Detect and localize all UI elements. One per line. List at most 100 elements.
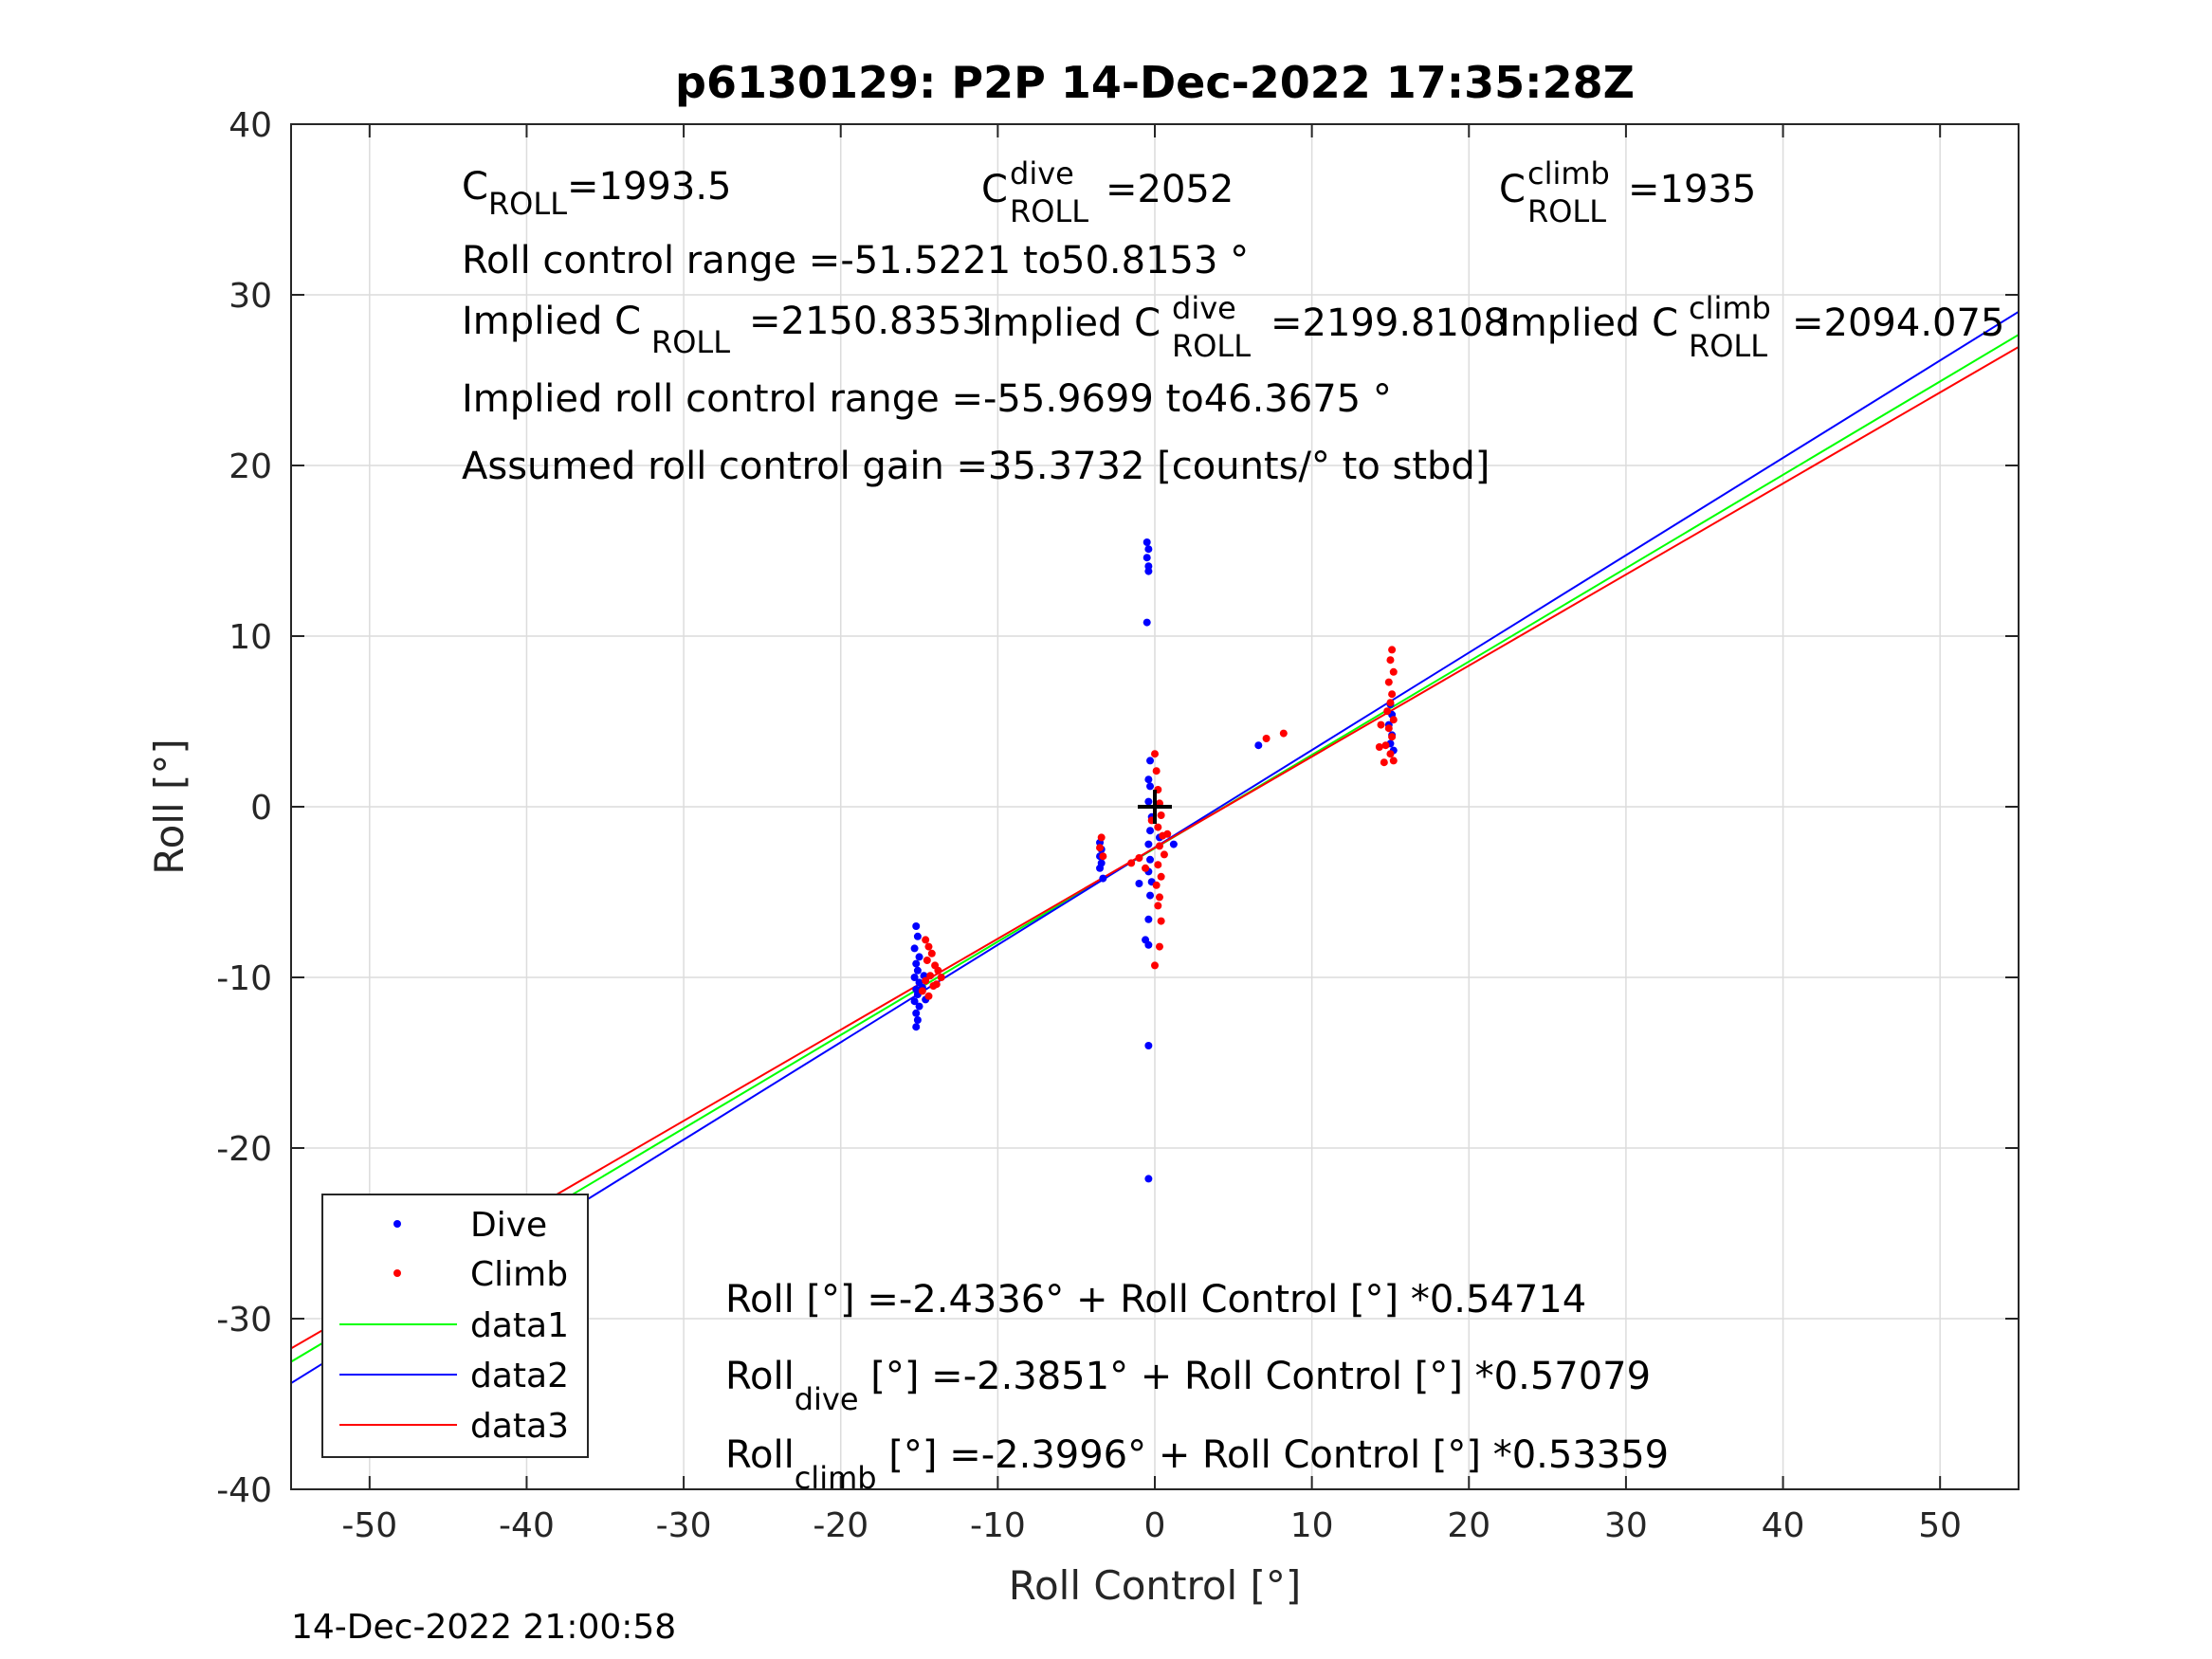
implied-range-annotation: Implied roll control range =-55.9699 to4… bbox=[462, 377, 1392, 421]
x-tick-label: -20 bbox=[813, 1506, 868, 1545]
svg-text:Implied C: Implied C bbox=[462, 300, 641, 343]
point-climb bbox=[1384, 724, 1393, 733]
legend-label-data3: data3 bbox=[470, 1407, 569, 1446]
point-dive bbox=[913, 932, 922, 940]
svg-text:=2150.8353: =2150.8353 bbox=[749, 300, 986, 343]
x-tick-label: -40 bbox=[499, 1506, 555, 1545]
fit-line-data3 bbox=[291, 346, 2019, 1350]
point-climb bbox=[1127, 859, 1136, 867]
svg-text:climb: climb bbox=[1689, 290, 1771, 326]
tick-marks bbox=[291, 123, 2019, 1490]
point-dive bbox=[910, 974, 919, 981]
point-dive bbox=[1144, 915, 1153, 923]
point-climb bbox=[1151, 961, 1159, 970]
point-climb bbox=[927, 949, 936, 957]
point-dive bbox=[1143, 618, 1151, 627]
point-climb bbox=[1155, 893, 1163, 902]
x-tick-label: 40 bbox=[1762, 1506, 1805, 1545]
legend-label-dive: Dive bbox=[470, 1206, 547, 1245]
svg-text:dive: dive bbox=[1172, 290, 1236, 326]
y-tick-label: 10 bbox=[229, 618, 272, 657]
point-climb bbox=[1157, 917, 1165, 925]
legend-marker-climb bbox=[393, 1269, 401, 1277]
point-dive bbox=[912, 1023, 921, 1031]
point-dive bbox=[1144, 797, 1153, 806]
y-tick-label: 20 bbox=[229, 447, 272, 486]
point-dive bbox=[913, 1016, 922, 1024]
svg-text:=2052: =2052 bbox=[1106, 168, 1234, 211]
point-climb bbox=[1383, 707, 1392, 716]
point-dive bbox=[1144, 840, 1153, 848]
y-tick-label: 0 bbox=[250, 789, 272, 828]
svg-text:ROLL: ROLL bbox=[1172, 328, 1251, 364]
point-climb bbox=[1389, 757, 1398, 765]
point-climb bbox=[922, 976, 930, 985]
point-climb bbox=[918, 987, 926, 995]
svg-text:=1935: =1935 bbox=[1628, 168, 1756, 211]
point-climb bbox=[932, 980, 941, 989]
point-climb bbox=[934, 966, 942, 975]
svg-text:C: C bbox=[981, 168, 1008, 211]
point-climb bbox=[1377, 720, 1385, 729]
x-tick-label: 10 bbox=[1290, 1506, 1334, 1545]
svg-text:ROLL: ROLL bbox=[1010, 193, 1088, 229]
point-dive bbox=[1144, 567, 1153, 575]
y-tick-label: -40 bbox=[216, 1471, 272, 1510]
x-tick-label: -30 bbox=[656, 1506, 712, 1545]
point-climb bbox=[1262, 735, 1271, 742]
point-dive bbox=[910, 997, 919, 1006]
point-climb bbox=[1389, 667, 1398, 676]
point-dive bbox=[1146, 827, 1155, 835]
point-dive bbox=[910, 944, 919, 953]
y-tick-label: 30 bbox=[229, 277, 272, 316]
point-dive bbox=[1254, 741, 1263, 750]
point-dive bbox=[1096, 864, 1105, 872]
point-climb bbox=[1096, 844, 1105, 852]
gain-annotation: Assumed roll control gain =35.3732 [coun… bbox=[462, 445, 1490, 488]
svg-text:=2094.075: =2094.075 bbox=[1792, 301, 2004, 345]
point-climb bbox=[1386, 656, 1395, 665]
y-tick-label: -10 bbox=[216, 959, 272, 998]
point-dive bbox=[1146, 855, 1155, 864]
point-dive bbox=[1144, 1175, 1153, 1183]
implied-c-climb-annotation: Implied C climb ROLL =2094.075 bbox=[1499, 290, 2004, 364]
point-climb bbox=[1386, 750, 1395, 758]
point-climb bbox=[923, 957, 931, 964]
roll-range-annotation: Roll control range =-51.5221 to50.8153 ° bbox=[462, 239, 1249, 283]
point-climb bbox=[924, 942, 933, 951]
tick-labels: -50 -40 -30 -20 -10 0 10 20 30 40 50 -40 -30 -20 -10 0 1… bbox=[216, 106, 1962, 1545]
point-climb bbox=[1380, 758, 1388, 767]
svg-text:ROLL: ROLL bbox=[1527, 193, 1606, 229]
point-climb bbox=[1384, 678, 1393, 686]
point-climb bbox=[926, 972, 935, 980]
point-climb bbox=[1157, 811, 1165, 819]
point-climb bbox=[1160, 850, 1168, 859]
x-tick-label: -10 bbox=[970, 1506, 1026, 1545]
point-climb bbox=[1388, 646, 1397, 654]
point-climb bbox=[1154, 861, 1162, 869]
svg-text:ROLL: ROLL bbox=[651, 324, 730, 360]
legend-label-climb: Climb bbox=[470, 1255, 568, 1294]
x-tick-label: 50 bbox=[1918, 1506, 1962, 1545]
legend: Dive Climb data1 data2 data3 bbox=[321, 1194, 589, 1458]
point-dive bbox=[1143, 554, 1151, 562]
point-climb bbox=[922, 936, 930, 944]
point-dive bbox=[1135, 880, 1143, 887]
annotations: CROLL=1993.5 C dive ROLL =2052 C climb R… bbox=[462, 155, 2004, 1496]
svg-text:Implied C: Implied C bbox=[1499, 301, 1678, 345]
c-dive-annotation: C dive ROLL =2052 bbox=[981, 155, 1234, 229]
point-dive bbox=[1146, 782, 1155, 791]
x-tick-label: 20 bbox=[1447, 1506, 1490, 1545]
point-dive bbox=[1144, 545, 1153, 554]
legend-box bbox=[321, 1194, 589, 1458]
point-climb bbox=[1152, 767, 1161, 775]
c-climb-annotation: C climb ROLL =1935 bbox=[1499, 155, 1756, 229]
fit-equation-all: Roll [°] =-2.4336° + Roll Control [°] *0… bbox=[725, 1278, 1586, 1322]
point-climb bbox=[1142, 864, 1150, 872]
point-climb bbox=[1135, 854, 1143, 862]
point-climb bbox=[1155, 842, 1163, 850]
point-dive bbox=[1169, 840, 1178, 848]
svg-text:C: C bbox=[1499, 168, 1526, 211]
x-axis-label: Roll Control [°] bbox=[1009, 1562, 1302, 1609]
